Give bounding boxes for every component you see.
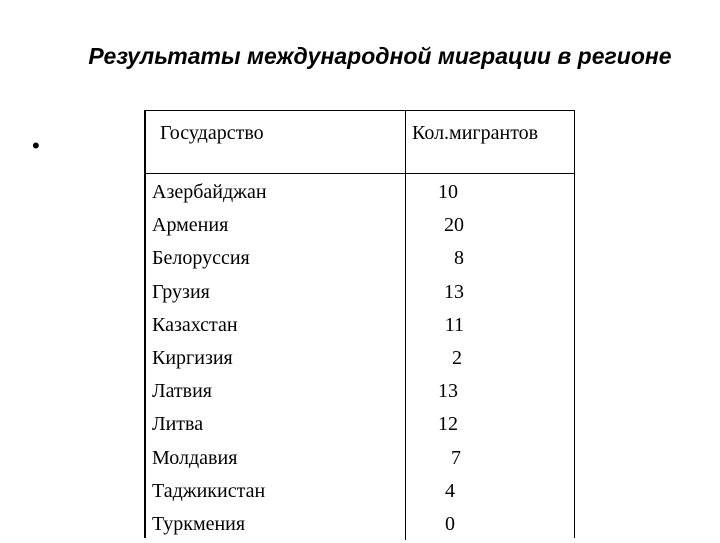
table-row: Туркмения 0 bbox=[152, 510, 572, 543]
count-cell: 13 bbox=[438, 380, 458, 403]
country-cell: Туркмения bbox=[152, 512, 246, 535]
table-body: Азербайджан 10 Армения 20 Белоруссия 8 Г… bbox=[152, 178, 572, 543]
country-cell: Казахстан bbox=[152, 313, 238, 336]
country-cell: Латвия bbox=[152, 380, 213, 403]
column-header-count: Кол.мигрантов bbox=[412, 122, 539, 144]
header-rule bbox=[144, 173, 575, 174]
count-cell: 7 bbox=[451, 446, 461, 469]
slide-title: Результаты международной миграции в реги… bbox=[88, 43, 672, 69]
migration-table-frame bbox=[144, 110, 575, 538]
table-row: Грузия 13 bbox=[152, 278, 572, 311]
country-cell: Литва bbox=[152, 413, 204, 436]
column-divider bbox=[405, 110, 406, 540]
table-row: Киргизия 2 bbox=[152, 344, 572, 377]
table-row: Белоруссия 8 bbox=[152, 244, 572, 277]
count-cell: 13 bbox=[444, 280, 464, 303]
country-cell: Белоруссия bbox=[152, 247, 250, 270]
count-cell: 2 bbox=[452, 346, 462, 369]
count-cell: 4 bbox=[445, 479, 455, 502]
country-cell: Молдавия bbox=[152, 446, 238, 469]
table-row: Таджикистан 4 bbox=[152, 477, 572, 510]
column-header-country: Государство bbox=[160, 122, 264, 144]
table-row: Азербайджан 10 bbox=[152, 178, 572, 211]
country-cell: Таджикистан bbox=[152, 479, 266, 502]
table-row: Молдавия 7 bbox=[152, 444, 572, 477]
count-cell: 10 bbox=[438, 181, 458, 203]
table-row: Казахстан 11 bbox=[152, 311, 572, 344]
count-cell: 8 bbox=[454, 247, 464, 270]
bullet-point: • bbox=[32, 133, 40, 158]
country-cell: Армения bbox=[152, 214, 229, 237]
country-cell: Киргизия bbox=[152, 346, 233, 369]
country-cell: Грузия bbox=[152, 280, 210, 303]
count-cell: 12 bbox=[438, 413, 458, 436]
table-row: Латвия 13 bbox=[152, 377, 572, 410]
count-cell: 0 bbox=[445, 512, 455, 535]
table-row: Литва 12 bbox=[152, 410, 572, 443]
count-cell: 11 bbox=[444, 313, 464, 336]
country-cell: Азербайджан bbox=[152, 181, 267, 203]
table-row: Армения 20 bbox=[152, 211, 572, 244]
count-cell: 20 bbox=[444, 214, 464, 237]
